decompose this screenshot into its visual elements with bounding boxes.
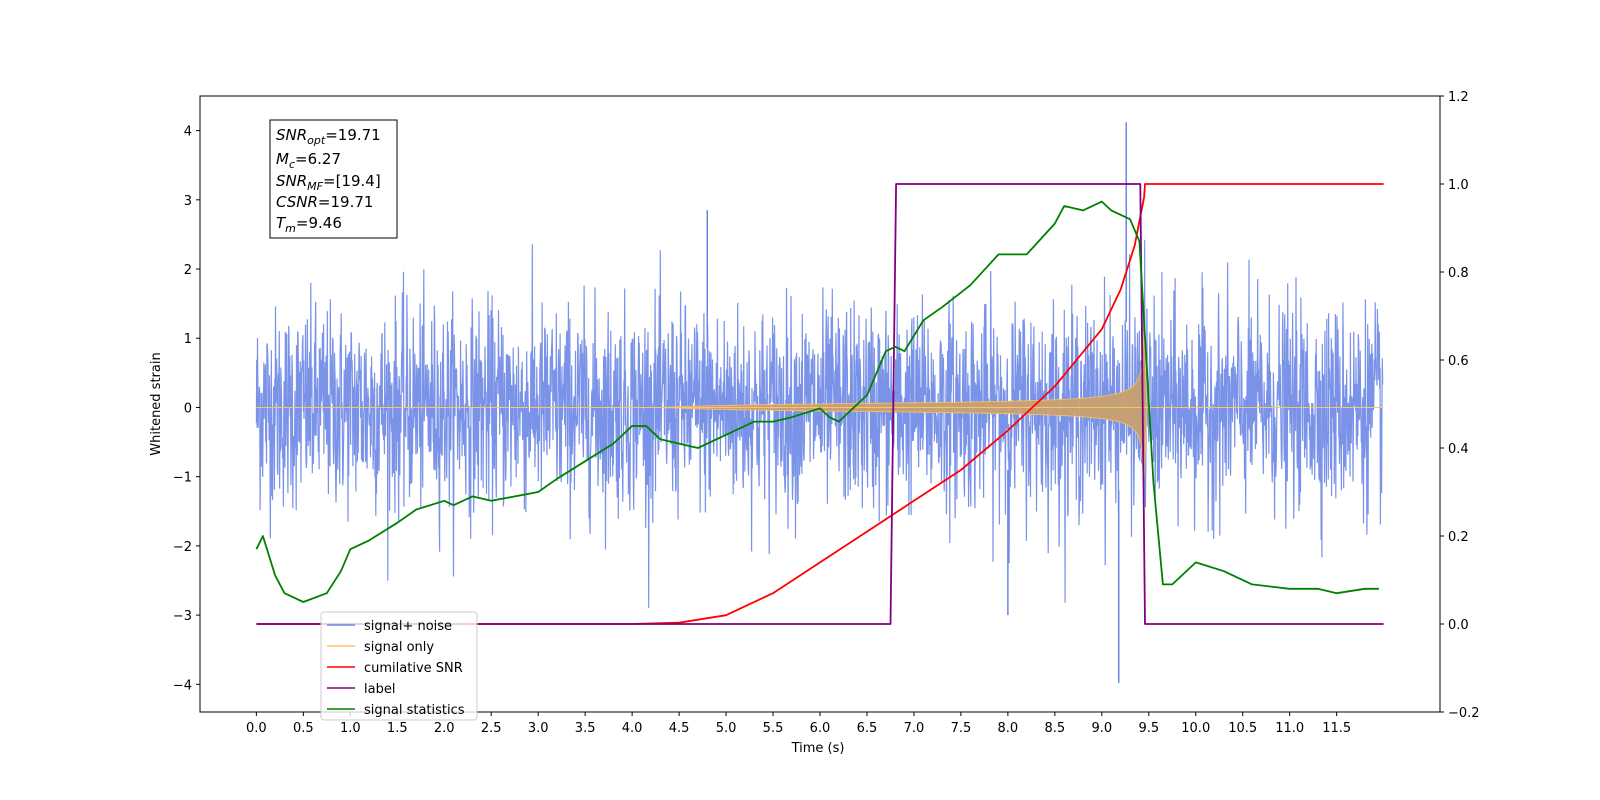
x-tick-label-19: 9.5 <box>1138 721 1159 736</box>
y2-tick-label-7: −0.2 <box>1448 706 1480 721</box>
y2-tick-label-0: 1.2 <box>1448 90 1469 105</box>
x-tick-label-6: 3.0 <box>528 721 549 736</box>
x-tick-label-10: 5.0 <box>716 721 737 736</box>
y-tick-label-1: 3 <box>184 194 192 209</box>
annotation-snr-opt: SNRopt=19.71 <box>276 126 381 147</box>
y-tick-label-0: 4 <box>184 125 192 140</box>
y-tick-label-7: −3 <box>173 609 192 624</box>
x-tick-label-14: 7.0 <box>904 721 925 736</box>
x-tick-label-7: 3.5 <box>575 721 596 736</box>
legend-label-signal-statistics: signal statistics <box>364 703 465 718</box>
y-tick-label-8: −4 <box>173 678 192 693</box>
x-tick-label-21: 10.5 <box>1228 721 1257 736</box>
annotation-box: SNRopt=19.71 Mc=6.27 SNRMF=[19.4] CSNR=1… <box>269 119 398 239</box>
annotation-csnr: CSNR=19.71 <box>276 193 373 211</box>
x-tick-label-22: 11.0 <box>1275 721 1304 736</box>
legend-label-cumulative-snr: cumilative SNR <box>364 661 463 676</box>
series-label <box>256 183 1384 625</box>
y-tick-label-4: 0 <box>184 401 192 416</box>
y2-tick-label-3: 0.6 <box>1448 354 1469 369</box>
x-tick-label-12: 6.0 <box>810 721 831 736</box>
x-axis-label: Time (s) <box>791 741 845 756</box>
x-tick-label-23: 11.5 <box>1322 721 1351 736</box>
y-axis-label: Whitened strain <box>149 352 164 455</box>
legend: signal+ noise signal only cumilative SNR… <box>320 611 478 721</box>
series-signal-noise <box>255 240 1384 608</box>
x-tick-label-1: 0.5 <box>293 721 314 736</box>
annotation-snr-mf: SNRMF=[19.4] <box>276 172 381 193</box>
series-signal-statistics <box>255 200 1379 603</box>
x-tick-label-15: 7.5 <box>951 721 972 736</box>
y-tick-label-3: 1 <box>184 332 192 347</box>
legend-label-label: label <box>364 682 395 697</box>
x-tick-label-9: 4.5 <box>669 721 690 736</box>
legend-frame <box>320 611 478 721</box>
series-cumilative-snr <box>256 183 1384 625</box>
annotation-mc: Mc=6.27 <box>276 150 341 171</box>
y-axis-right: 1.2 1.0 0.8 0.6 0.4 0.2 0.0 −0.2 <box>1440 90 1480 721</box>
x-tick-label-11: 5.5 <box>763 721 784 736</box>
x-tick-label-3: 1.5 <box>387 721 408 736</box>
x-tick-label-4: 2.0 <box>434 721 455 736</box>
legend-label-signal-only: signal only <box>364 640 434 655</box>
y2-tick-label-1: 1.0 <box>1448 178 1469 193</box>
y-tick-label-2: 2 <box>184 263 192 278</box>
y-tick-label-5: −1 <box>173 471 192 486</box>
x-tick-label-2: 1.0 <box>340 721 361 736</box>
x-tick-label-8: 4.0 <box>622 721 643 736</box>
y2-tick-label-4: 0.4 <box>1448 442 1469 457</box>
x-tick-label-13: 6.5 <box>857 721 878 736</box>
x-tick-label-5: 2.5 <box>481 721 502 736</box>
y-tick-label-6: −2 <box>173 540 192 555</box>
y2-tick-label-6: 0.0 <box>1448 618 1469 633</box>
x-tick-label-20: 10.0 <box>1181 721 1210 736</box>
x-tick-label-16: 8.0 <box>998 721 1019 736</box>
annotation-frame <box>269 119 398 239</box>
y2-tick-label-5: 0.2 <box>1448 530 1469 545</box>
y2-tick-label-2: 0.8 <box>1448 266 1469 281</box>
y-axis-left: 4 3 2 1 0 −1 −2 −3 −4 <box>173 125 200 693</box>
x-axis: 0.0 0.5 1.0 1.5 2.0 2.5 3.0 3.5 4.0 4.5 5.0 5.5 6.0 6… <box>246 712 1351 736</box>
legend-label-signal-noise: signal+ noise <box>364 619 452 634</box>
annotation-tm: Tm=9.46 <box>276 214 342 235</box>
x-tick-label-0: 0.0 <box>246 721 267 736</box>
x-tick-label-18: 9.0 <box>1091 721 1112 736</box>
x-tick-label-17: 8.5 <box>1045 721 1066 736</box>
plot-area <box>255 122 1384 683</box>
